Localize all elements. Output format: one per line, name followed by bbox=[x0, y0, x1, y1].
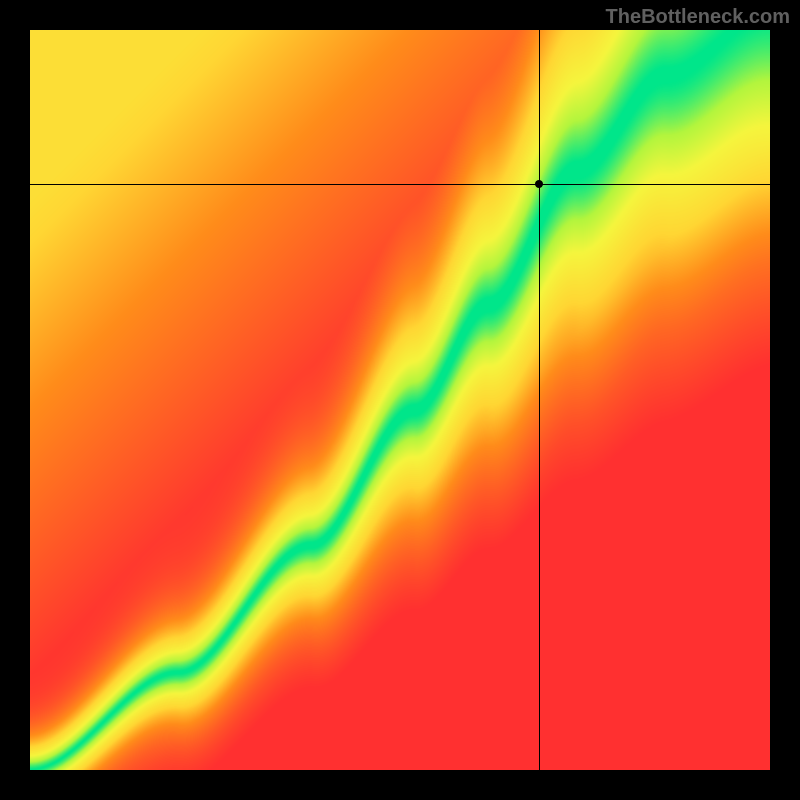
heatmap-chart bbox=[30, 30, 770, 770]
crosshair-marker bbox=[535, 180, 543, 188]
watermark-text: TheBottleneck.com bbox=[606, 6, 790, 29]
heatmap-canvas bbox=[30, 30, 770, 770]
crosshair-vertical bbox=[539, 30, 540, 770]
crosshair-horizontal bbox=[30, 184, 770, 185]
